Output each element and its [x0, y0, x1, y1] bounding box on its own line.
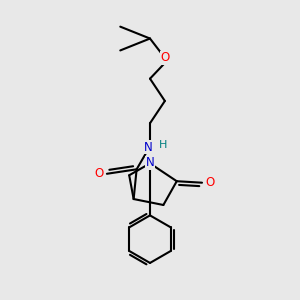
Text: N: N	[146, 156, 154, 169]
Text: O: O	[206, 176, 215, 189]
Text: H: H	[159, 140, 168, 150]
Text: O: O	[161, 51, 170, 64]
Text: N: N	[144, 140, 153, 154]
Text: O: O	[94, 167, 103, 180]
